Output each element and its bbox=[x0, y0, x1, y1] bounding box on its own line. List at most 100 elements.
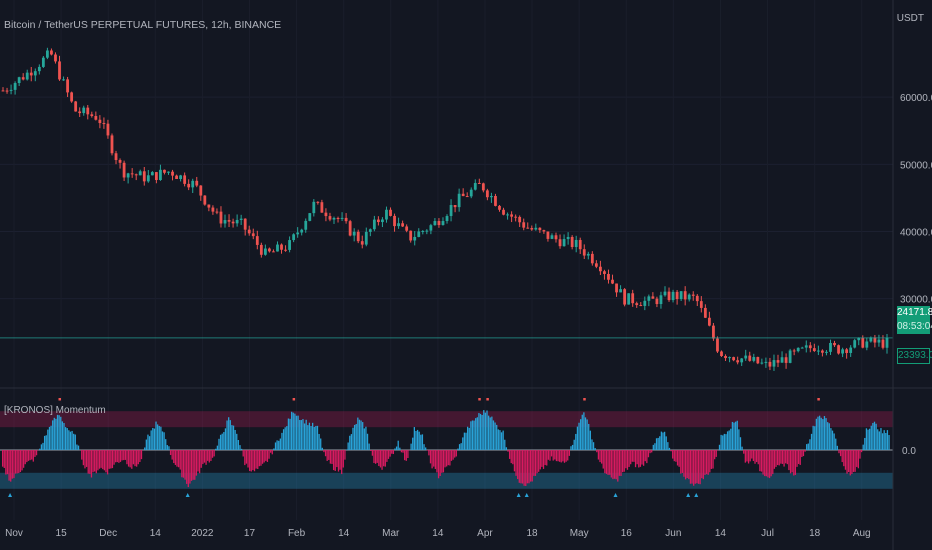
momentum-bar bbox=[56, 414, 59, 450]
y-tick-label: 40000.0 bbox=[900, 228, 932, 239]
candle-body bbox=[312, 201, 316, 214]
momentum-bar bbox=[190, 450, 193, 481]
price-axis[interactable]: 60000.0 50000.0 40000.0 30000.0 bbox=[900, 93, 932, 306]
candle-body bbox=[752, 357, 756, 361]
momentum-bar bbox=[303, 423, 306, 450]
candle-body bbox=[578, 239, 582, 250]
momentum-bar bbox=[53, 417, 55, 450]
momentum-bar bbox=[228, 417, 230, 450]
momentum-bar bbox=[239, 445, 241, 450]
momentum-bar bbox=[869, 428, 871, 450]
momentum-bar bbox=[73, 433, 75, 450]
momentum-bar bbox=[3, 450, 5, 468]
momentum-bar bbox=[878, 431, 880, 450]
candle-body bbox=[784, 357, 788, 363]
momentum-bar bbox=[502, 430, 504, 450]
momentum-bar bbox=[686, 450, 688, 478]
candle-body bbox=[812, 348, 816, 352]
momentum-bar bbox=[631, 450, 633, 462]
candle-body bbox=[869, 337, 873, 342]
momentum-bar bbox=[326, 450, 328, 461]
momentum-bar bbox=[231, 425, 233, 450]
candle-body bbox=[465, 196, 469, 198]
momentum-bar bbox=[244, 450, 246, 466]
candle-body bbox=[506, 214, 509, 216]
momentum-bar bbox=[152, 427, 154, 450]
momentum-bar bbox=[258, 450, 261, 467]
momentum-bar bbox=[311, 422, 314, 450]
momentum-bar bbox=[688, 450, 690, 480]
momentum-bar bbox=[250, 450, 252, 472]
momentum-bar bbox=[270, 450, 272, 453]
momentum-bar bbox=[184, 450, 186, 480]
momentum-bar bbox=[487, 415, 490, 450]
momentum-bar bbox=[570, 446, 572, 450]
candle-body bbox=[29, 72, 33, 76]
candle-body bbox=[272, 251, 275, 253]
candle-body bbox=[86, 107, 90, 115]
momentum-bar bbox=[123, 450, 125, 461]
momentum-bar bbox=[344, 450, 346, 460]
candle-body bbox=[280, 244, 283, 250]
momentum-bar bbox=[810, 433, 813, 450]
momentum-bar bbox=[247, 450, 249, 468]
momentum-bar bbox=[547, 450, 550, 460]
momentum-bar bbox=[462, 437, 464, 450]
candle-body bbox=[292, 234, 296, 241]
candle-body bbox=[772, 360, 776, 367]
candle-body bbox=[631, 293, 635, 304]
time-axis[interactable]: Nov 15 Dec 14 2022 17 Feb 14 Mar 14 Apr 18 May 16 Jun 1… bbox=[5, 528, 871, 539]
candle-body bbox=[58, 61, 61, 80]
candle-body bbox=[695, 295, 699, 302]
chart-title[interactable]: Bitcoin / TetherUS PERPETUAL FUTURES, 12… bbox=[4, 19, 282, 31]
momentum-bar bbox=[197, 450, 199, 472]
momentum-bar bbox=[58, 415, 60, 450]
momentum-bar bbox=[597, 450, 600, 460]
currency-label[interactable]: USDT bbox=[896, 13, 924, 24]
momentum-bar bbox=[454, 450, 456, 458]
momentum-bar bbox=[801, 450, 803, 458]
momentum-bar bbox=[617, 450, 619, 482]
candle-body bbox=[90, 114, 94, 117]
momentum-bar bbox=[229, 420, 231, 450]
indicator-title[interactable]: [KRONOS] Momentum bbox=[4, 405, 106, 416]
momentum-bar bbox=[358, 419, 361, 450]
momentum-bar bbox=[600, 450, 603, 464]
momentum-bar bbox=[491, 416, 493, 450]
momentum-bar bbox=[634, 450, 637, 468]
candle-body bbox=[46, 50, 49, 58]
candle-body bbox=[106, 123, 110, 136]
candle-body bbox=[449, 205, 453, 217]
candle-body bbox=[663, 291, 667, 296]
buy-signal-marker bbox=[185, 493, 190, 497]
momentum-bar bbox=[680, 450, 682, 474]
momentum-bar bbox=[605, 450, 608, 474]
momentum-bar bbox=[366, 433, 369, 450]
candle-body bbox=[304, 220, 308, 230]
candle-body bbox=[623, 289, 627, 305]
momentum-bar bbox=[437, 450, 440, 479]
momentum-bar bbox=[823, 416, 826, 450]
momentum-bar bbox=[384, 450, 386, 467]
momentum-bar bbox=[576, 426, 579, 450]
candle-body bbox=[582, 249, 586, 256]
candle-body bbox=[518, 216, 522, 223]
momentum-bar bbox=[654, 443, 656, 450]
x-tick-label: 18 bbox=[527, 528, 539, 539]
momentum-bar bbox=[139, 450, 141, 463]
candle-body bbox=[611, 279, 614, 284]
momentum-bar bbox=[580, 419, 582, 450]
momentum-bar bbox=[310, 426, 312, 450]
x-tick-label: Jun bbox=[665, 528, 681, 539]
candle-body bbox=[659, 295, 663, 305]
candle-body bbox=[526, 227, 530, 229]
momentum-bar bbox=[376, 450, 378, 463]
momentum-bar bbox=[447, 450, 449, 466]
momentum-bar bbox=[81, 450, 83, 460]
momentum-bar bbox=[663, 431, 666, 450]
momentum-bar bbox=[831, 430, 834, 450]
momentum-bar bbox=[305, 419, 307, 450]
momentum-bar bbox=[702, 450, 705, 480]
momentum-bar bbox=[404, 450, 406, 461]
